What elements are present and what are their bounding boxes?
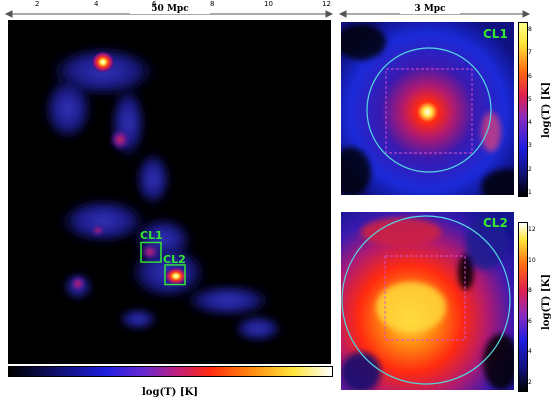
cl1-tick: 4 [528, 119, 532, 127]
main-scale-label: 50 Mpc [130, 4, 210, 14]
zoom-scale-label: 3 Mpc [400, 4, 460, 14]
cl1-colorbar-ticks: 8 7 6 5 4 3 2 1 [528, 26, 538, 196]
main-temperature-map: CL1 CL2 [8, 20, 331, 364]
main-tick-2: 2 [35, 0, 40, 8]
cosmic-web-image [43, 45, 283, 343]
cl2-inner-box [384, 255, 466, 341]
cl2-virial-circle [341, 215, 511, 385]
main-colorbar-label: log(T) [K] [141, 387, 198, 398]
cl2-zoom-image [341, 212, 514, 390]
cl2-tick: 2 [528, 378, 532, 386]
cl2-label: CL2 [163, 253, 186, 266]
main-tick-10: 10 [264, 0, 273, 8]
cl1-colorbar-label: log(T) [K] [541, 81, 552, 138]
cl2-colorbar [518, 222, 528, 392]
cl2-tick: 6 [528, 317, 532, 325]
main-colorbar [8, 366, 333, 377]
cl1-tick: 1 [528, 188, 532, 196]
cl1-tick: 6 [528, 72, 532, 80]
cl1-tick: 5 [528, 95, 532, 103]
cl1-colorbar [518, 22, 528, 197]
cl2-colorbar-ticks: 12 10 8 6 4 2 [528, 226, 538, 386]
cl1-zoom-label: CL1 [483, 27, 508, 41]
cl2-tick: 12 [528, 226, 536, 233]
cl1-inner-box [385, 68, 473, 154]
cl1-tick: 8 [528, 26, 532, 33]
cl2-tick: 4 [528, 348, 532, 356]
cl2-colorbar-label: log(T) [K] [541, 273, 552, 330]
cl1-tick: 3 [528, 142, 532, 150]
cl2-tick: 8 [528, 287, 532, 295]
cl1-zoom-image [341, 22, 514, 195]
cl2-box [164, 264, 186, 286]
cl1-zoom-panel: CL1 [341, 22, 514, 195]
cl2-zoom-panel: CL2 [341, 212, 514, 390]
main-tick-12: 12 [322, 0, 331, 8]
main-tick-8: 8 [210, 0, 215, 8]
main-tick-6: 6 [152, 0, 157, 8]
cl1-virial-circle [366, 47, 492, 173]
main-tick-4: 4 [94, 0, 99, 8]
cl1-box [140, 241, 162, 263]
cl2-zoom-label: CL2 [483, 216, 508, 230]
cl1-tick: 2 [528, 165, 532, 173]
cl1-tick: 7 [528, 49, 532, 57]
cl2-tick: 10 [528, 256, 536, 264]
scale-arrows [4, 10, 531, 18]
cl1-label: CL1 [140, 229, 163, 242]
